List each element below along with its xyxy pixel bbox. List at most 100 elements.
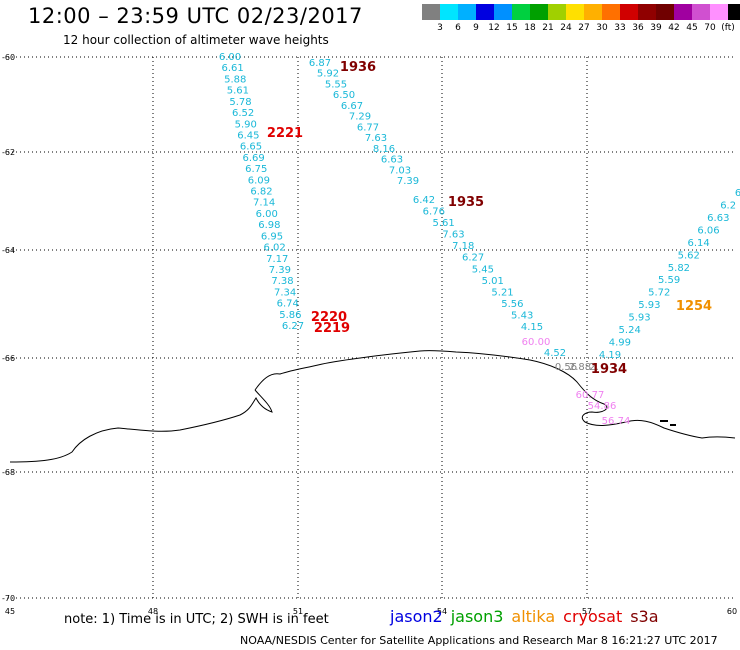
wave-height-value: 5.21	[491, 287, 513, 298]
lon-tick-label: 45	[5, 607, 15, 616]
wave-height-value: 5.45	[472, 264, 494, 275]
wave-height-value: 5.82	[668, 263, 690, 274]
wave-height-value: 6.27	[282, 321, 304, 332]
scale-swatch	[710, 4, 728, 20]
scale-label: 9	[473, 23, 479, 33]
wave-height-value: 60.77	[576, 390, 605, 401]
wave-height-value: 6.42	[413, 195, 435, 206]
map-subtitle: 12 hour collection of altimeter wave hei…	[63, 33, 329, 47]
pass-time-label: 2219	[314, 321, 350, 336]
wave-height-value: 6.87	[309, 58, 331, 69]
antarctic-coastline	[254, 350, 736, 439]
pass-time-label: 1936	[340, 60, 376, 75]
wave-height-value: 4.99	[609, 338, 631, 349]
wave-height-value: 5.59	[658, 275, 680, 286]
wave-height-value: 6.76	[423, 207, 445, 218]
scale-swatch	[602, 4, 620, 20]
scale-label: 6	[455, 23, 461, 33]
scale-swatch	[728, 4, 740, 20]
lon-tick-label: 60	[727, 607, 737, 616]
scale-swatch	[494, 4, 512, 20]
wave-height-value: 56.74	[602, 416, 631, 427]
wave-height-value: 6.00	[219, 52, 241, 63]
map-grid: -60 -62 -64 -66 -68 -70 45 48 51 54 57 60	[2, 53, 737, 616]
scale-label: 21	[542, 23, 554, 33]
wave-height-value: 6.2	[720, 200, 736, 211]
scale-swatch	[530, 4, 548, 20]
wave-height-value: 6.74	[277, 299, 299, 310]
legend-item-altika: altika	[511, 607, 556, 626]
wave-height-value: 5.86	[279, 310, 301, 321]
scale-swatch	[476, 4, 494, 20]
lat-tick-label: -66	[2, 354, 15, 363]
wave-height-value: 54.86	[588, 401, 617, 412]
wave-height-value: 5.01	[482, 276, 504, 287]
wave-height-value: 5.55	[325, 79, 347, 90]
wave-height-value: 4.15	[521, 322, 543, 333]
coastline	[9, 350, 736, 463]
wave-height-value: 5.78	[229, 97, 251, 108]
wave-height-value: 4.19	[599, 350, 621, 361]
wave-height-value: 7.63	[442, 230, 464, 241]
wave-height-value: 5.92	[317, 69, 339, 80]
wave-height-value: 7.18	[452, 241, 474, 252]
scale-label: 24	[560, 23, 572, 33]
scale-swatch	[656, 4, 674, 20]
lat-tick-label: -70	[2, 594, 15, 603]
scale-label: 36	[632, 23, 644, 33]
lat-tick-label: -62	[2, 148, 15, 157]
scale-label: 30	[596, 23, 608, 33]
scale-swatch	[512, 4, 530, 20]
wave-height-value: 5.61	[227, 86, 249, 97]
scale-swatch	[620, 4, 638, 20]
wave-height-value: 5.56	[501, 299, 523, 310]
wave-height-value: 6.52	[232, 108, 254, 119]
wave-height-value: 7.39	[397, 176, 419, 187]
scale-swatch	[674, 4, 692, 20]
wave-height-value: 2.88	[569, 362, 591, 373]
wave-height-value: 6.61	[221, 63, 243, 74]
wave-height-value: 5.88	[224, 74, 246, 85]
wave-height-value: 6.45	[237, 130, 259, 141]
scale-label: 12	[488, 23, 500, 33]
wave-height-value: 6.00	[256, 209, 278, 220]
lon-tick-label: 48	[148, 607, 158, 616]
wave-height-value: 0.56	[555, 362, 577, 373]
wave-height-value: 6.63	[707, 213, 729, 224]
scale-label: 70	[704, 23, 716, 33]
pass-time-label: 1254	[676, 299, 712, 314]
wave-height-value: 6.09	[248, 175, 270, 186]
island-2	[670, 424, 676, 426]
wave-height-value: 7.29	[349, 112, 371, 123]
wave-height-value: 6.98	[258, 220, 280, 231]
wave-height-value: 60.00	[522, 337, 551, 348]
lat-tick-label: -68	[2, 468, 15, 477]
scale-swatch	[440, 4, 458, 20]
wave-height-value: 5.93	[638, 300, 660, 311]
wave-height-value: 5.62	[678, 250, 700, 261]
lon-tick-label: 54	[437, 607, 447, 616]
scale-label: 3	[437, 23, 443, 33]
wave-height-value: 6.95	[261, 231, 283, 242]
pass-time-label: 1935	[448, 195, 484, 210]
lon-tick-label: 51	[293, 607, 303, 616]
scale-label: 18	[524, 23, 536, 33]
wave-height-value: 7.17	[266, 254, 288, 265]
wave-height-value: 7.38	[271, 276, 293, 287]
scale-swatch	[458, 4, 476, 20]
coastline-west-arm	[9, 389, 273, 463]
legend-item-s3a: s3a	[630, 607, 659, 626]
pass-time-label: 2221	[267, 126, 303, 141]
footer-note: note: 1) Time is in UTC; 2) SWH is in fe…	[64, 612, 329, 627]
footer-credit: NOAA/NESDIS Center for Satellite Applica…	[240, 634, 718, 647]
legend-item-jason3: jason3	[450, 607, 504, 626]
wave-height-value: 5.90	[235, 119, 257, 130]
legend-item-cryosat: cryosat	[563, 607, 623, 626]
scale-label: 15	[506, 23, 518, 33]
scale-label: 39	[650, 23, 662, 33]
wave-height-value: 6.02	[263, 243, 285, 254]
pass-time-label: 2220	[311, 310, 347, 325]
